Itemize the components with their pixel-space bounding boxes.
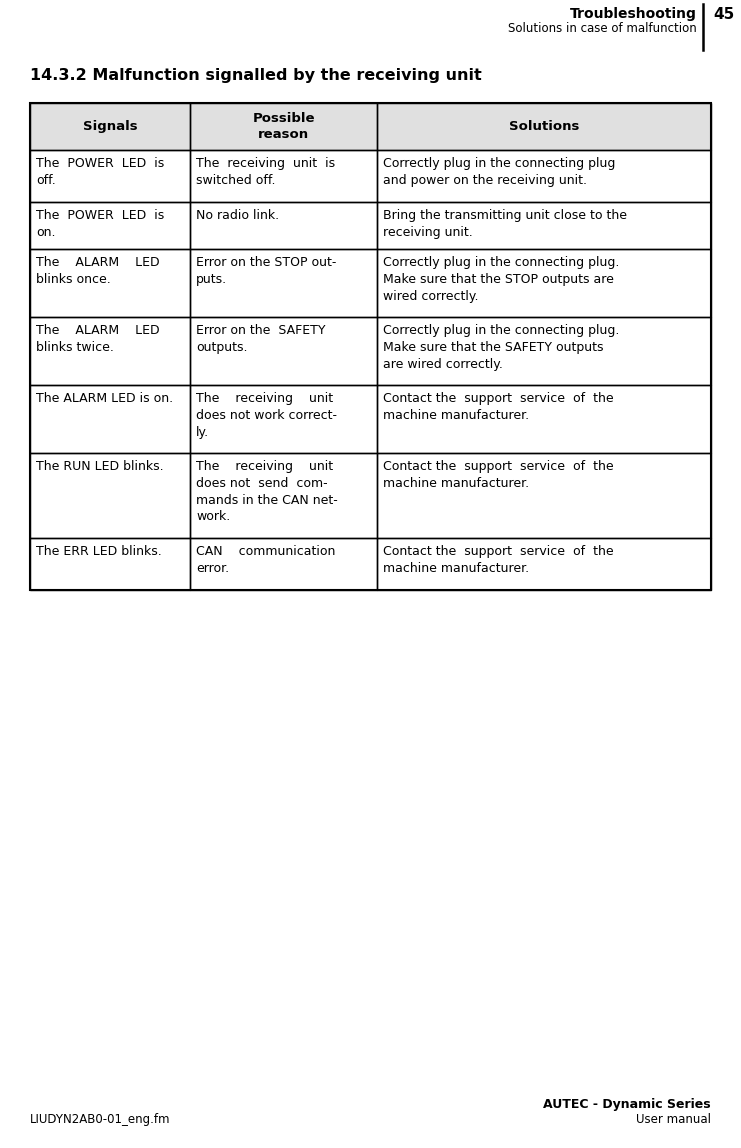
Text: The    ALARM    LED
blinks once.: The ALARM LED blinks once. [36, 256, 159, 286]
Text: The RUN LED blinks.: The RUN LED blinks. [36, 460, 164, 473]
Text: CAN    communication
error.: CAN communication error. [196, 545, 336, 575]
Bar [30, 385, 190, 453]
Bar [30, 538, 190, 590]
Bar [30, 317, 190, 385]
Bar [30, 538, 190, 590]
Bar [30, 103, 711, 590]
Bar [377, 453, 711, 538]
Text: 45: 45 [713, 7, 734, 22]
Text: Bring the transmitting unit close to the
receiving unit.: Bring the transmitting unit close to the… [383, 209, 628, 239]
Text: The  receiving  unit  is
switched off.: The receiving unit is switched off. [196, 157, 335, 187]
Text: Correctly plug in the connecting plug.
Make sure that the SAFETY outputs
are wir: Correctly plug in the connecting plug. M… [383, 324, 619, 371]
Bar [190, 538, 377, 590]
Bar [190, 150, 377, 202]
Bar [30, 103, 190, 150]
Bar [377, 103, 711, 150]
Bar [190, 538, 377, 590]
Bar [377, 103, 711, 150]
Bar [377, 538, 711, 590]
Bar [190, 202, 377, 249]
Bar [190, 317, 377, 385]
Bar [30, 453, 190, 538]
Text: Signals: Signals [83, 121, 137, 133]
Text: 14.3.2 Malfunction signalled by the receiving unit: 14.3.2 Malfunction signalled by the rece… [30, 68, 482, 83]
Text: Contact the  support  service  of  the
machine manufacturer.: Contact the support service of the machi… [383, 391, 614, 421]
Bar [190, 453, 377, 538]
Text: No radio link.: No radio link. [196, 209, 279, 222]
Text: The  POWER  LED  is
on.: The POWER LED is on. [36, 209, 165, 239]
Bar [30, 385, 190, 453]
Text: The    receiving    unit
does not  send  com-
mands in the CAN net-
work.: The receiving unit does not send com- ma… [196, 460, 338, 523]
Bar [30, 249, 190, 317]
Bar [190, 249, 377, 317]
Text: Correctly plug in the connecting plug
and power on the receiving unit.: Correctly plug in the connecting plug an… [383, 157, 616, 187]
Text: Contact the  support  service  of  the
machine manufacturer.: Contact the support service of the machi… [383, 460, 614, 490]
Bar [377, 385, 711, 453]
Bar [190, 317, 377, 385]
Bar [190, 103, 377, 150]
Bar [30, 202, 190, 249]
Bar [190, 453, 377, 538]
Bar [190, 103, 377, 150]
Bar [377, 538, 711, 590]
Text: Possible
reason: Possible reason [253, 113, 315, 141]
Bar [30, 103, 190, 150]
Bar [377, 317, 711, 385]
Bar [30, 249, 190, 317]
Bar [30, 150, 190, 202]
Bar [377, 150, 711, 202]
Text: Troubleshooting: Troubleshooting [570, 7, 697, 21]
Bar [190, 249, 377, 317]
Bar [377, 202, 711, 249]
Text: Contact the  support  service  of  the
machine manufacturer.: Contact the support service of the machi… [383, 545, 614, 575]
Text: AUTEC - Dynamic Series: AUTEC - Dynamic Series [543, 1097, 711, 1111]
Text: The    ALARM    LED
blinks twice.: The ALARM LED blinks twice. [36, 324, 159, 354]
Text: LIUDYN2AB0-01_eng.fm: LIUDYN2AB0-01_eng.fm [30, 1114, 170, 1126]
Text: Error on the  SAFETY
outputs.: Error on the SAFETY outputs. [196, 324, 325, 354]
Text: Solutions: Solutions [509, 121, 579, 133]
Text: The  POWER  LED  is
off.: The POWER LED is off. [36, 157, 165, 187]
Text: User manual: User manual [636, 1114, 711, 1126]
Text: The    receiving    unit
does not work correct-
ly.: The receiving unit does not work correct… [196, 391, 337, 439]
Bar [190, 385, 377, 453]
Bar [377, 385, 711, 453]
Bar [377, 453, 711, 538]
Bar [377, 249, 711, 317]
Text: The ERR LED blinks.: The ERR LED blinks. [36, 545, 162, 558]
Bar [30, 202, 190, 249]
Bar [190, 150, 377, 202]
Bar [30, 317, 190, 385]
Text: Correctly plug in the connecting plug.
Make sure that the STOP outputs are
wired: Correctly plug in the connecting plug. M… [383, 256, 619, 303]
Text: The ALARM LED is on.: The ALARM LED is on. [36, 391, 173, 405]
Bar [190, 385, 377, 453]
Bar [377, 150, 711, 202]
Bar [30, 150, 190, 202]
Bar [377, 317, 711, 385]
Bar [30, 453, 190, 538]
Bar [190, 202, 377, 249]
Text: Error on the STOP out-
puts.: Error on the STOP out- puts. [196, 256, 336, 286]
Text: Solutions in case of malfunction: Solutions in case of malfunction [508, 22, 697, 34]
Bar [377, 249, 711, 317]
Bar [377, 202, 711, 249]
